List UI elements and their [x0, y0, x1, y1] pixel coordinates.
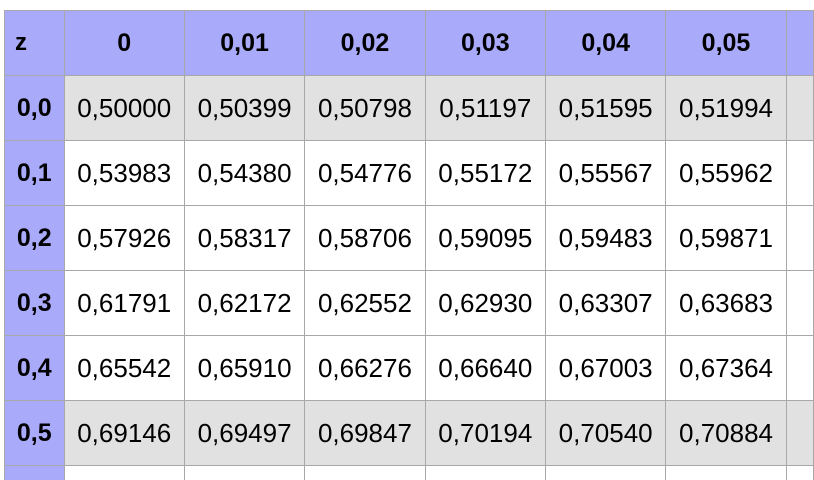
- table-cell: 0,54380: [183, 140, 306, 206]
- table-cell: 0,54776: [304, 140, 426, 206]
- table-cell: 0,61791: [63, 270, 185, 336]
- table-cell: 0,57926: [63, 205, 185, 271]
- table-cell-cut-off: [785, 400, 814, 466]
- table-cell: 0,67003: [544, 335, 667, 401]
- table-cell: 0,62552: [304, 270, 426, 336]
- header-row: z 0 0,01 0,02 0,03 0,04 0,05: [4, 10, 814, 76]
- table-cell: 0,63307: [544, 270, 667, 336]
- table-cell: 0,70194: [424, 400, 546, 466]
- row-header-z: 0,5: [4, 400, 65, 466]
- table-cell-cut-off: [304, 465, 426, 480]
- table-cell-cut-off: [424, 465, 546, 480]
- table-cell-cut-off: [544, 465, 667, 480]
- table-cell: 0,69497: [183, 400, 306, 466]
- table-cell-cut-off: [785, 465, 814, 480]
- table-cell: 0,62172: [183, 270, 306, 336]
- table-cell: 0,55567: [544, 140, 667, 206]
- table-cell: 0,65910: [183, 335, 306, 401]
- table-cell: 0,59483: [544, 205, 667, 271]
- table-cell: 0,69146: [63, 400, 185, 466]
- row-header-z: 0,1: [4, 140, 65, 206]
- table-cell: 0,69847: [304, 400, 426, 466]
- row-header-cut-off: [4, 465, 65, 480]
- table-cell: 0,66640: [424, 335, 546, 401]
- table-cell: 0,51197: [424, 75, 546, 141]
- table-row: 0,2 0,57926 0,58317 0,58706 0,59095 0,59483 0,…: [4, 205, 814, 271]
- table-cell-cut-off: [785, 75, 814, 141]
- normal-distribution-table: z 0 0,01 0,02 0,03 0,04 0,05 0,0 0,50000 0…: [4, 10, 814, 480]
- table-cell-cut-off: [785, 205, 814, 271]
- column-header: 0,01: [183, 10, 306, 76]
- table-cell-cut-off: [785, 335, 814, 401]
- column-header: 0: [63, 10, 185, 76]
- table-cell: 0,62930: [424, 270, 546, 336]
- table-cell-cut-off: [785, 270, 814, 336]
- column-header: 0,04: [544, 10, 667, 76]
- row-header-z: 0,4: [4, 335, 65, 401]
- table-cell: 0,50399: [183, 75, 306, 141]
- table-cell: 0,55172: [424, 140, 546, 206]
- row-header-z: 0,2: [4, 205, 65, 271]
- table-cell-cut-off: [785, 140, 814, 206]
- table-row: 0,1 0,53983 0,54380 0,54776 0,55172 0,55567 0,…: [4, 140, 814, 206]
- table-row-cut-off: [4, 465, 814, 480]
- column-header: 0,03: [424, 10, 546, 76]
- table-cell: 0,51595: [544, 75, 667, 141]
- table-cell: 0,53983: [63, 140, 185, 206]
- table-cell: 0,70884: [665, 400, 787, 466]
- column-header: 0,02: [304, 10, 426, 76]
- table-cell: 0,50000: [63, 75, 185, 141]
- table-cell-cut-off: [665, 465, 787, 480]
- table-cell: 0,66276: [304, 335, 426, 401]
- row-header-z: 0,0: [4, 75, 65, 141]
- table-cell: 0,59095: [424, 205, 546, 271]
- table-cell-cut-off: [63, 465, 185, 480]
- table-cell: 0,65542: [63, 335, 185, 401]
- table-cell-cut-off: [183, 465, 306, 480]
- table-cell: 0,59871: [665, 205, 787, 271]
- table-row: 0,0 0,50000 0,50399 0,50798 0,51197 0,51595 0,…: [4, 75, 814, 141]
- table-cell: 0,58706: [304, 205, 426, 271]
- table-body: 0,0 0,50000 0,50399 0,50798 0,51197 0,51595 0,…: [4, 75, 814, 480]
- table-cell: 0,58317: [183, 205, 306, 271]
- table-row: 0,5 0,69146 0,69497 0,69847 0,70194 0,70540 0,…: [4, 400, 814, 466]
- table-row: 0,3 0,61791 0,62172 0,62552 0,62930 0,63307 0,…: [4, 270, 814, 336]
- column-header-cut-off: [785, 10, 814, 76]
- table-cell: 0,63683: [665, 270, 787, 336]
- table-cell: 0,55962: [665, 140, 787, 206]
- table-cell: 0,70540: [544, 400, 667, 466]
- table-row: 0,4 0,65542 0,65910 0,66276 0,66640 0,67003 0,…: [4, 335, 814, 401]
- table-cell: 0,51994: [665, 75, 787, 141]
- row-header-z: 0,3: [4, 270, 65, 336]
- table-cell: 0,67364: [665, 335, 787, 401]
- column-header: 0,05: [665, 10, 787, 76]
- corner-header-z: z: [4, 10, 65, 76]
- table-cell: 0,50798: [304, 75, 426, 141]
